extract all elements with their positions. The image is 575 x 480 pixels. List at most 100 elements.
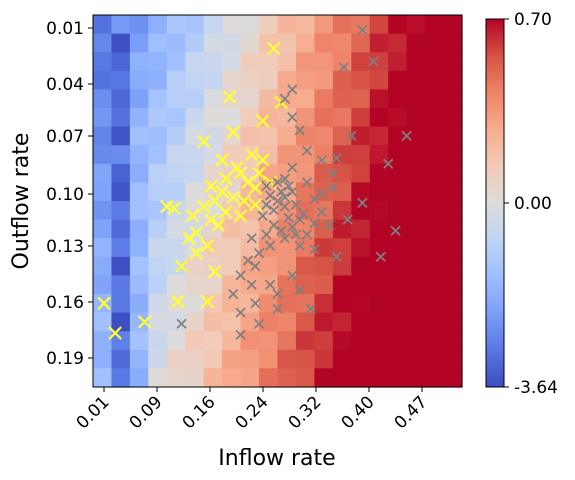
scatter-point-yellow: [97, 296, 111, 311]
heatmap-cell: [295, 15, 315, 35]
heatmap-cell: [388, 52, 408, 72]
heatmap-cell: [332, 33, 352, 53]
heatmap-cell: [406, 89, 426, 109]
x-axis: 0.01 0.09 0.16 0.24 0.32 0.40 0.47: [73, 387, 432, 433]
heatmap-cell: [240, 238, 260, 258]
heatmap-cell: [443, 201, 463, 221]
heatmap-cell: [148, 15, 168, 35]
heatmap-cell: [314, 33, 334, 53]
scatter-point-gray: [294, 285, 305, 296]
heatmap-cell: [222, 145, 242, 165]
heatmap-cell: [203, 368, 223, 388]
heatmap-cell: [185, 52, 205, 72]
heatmap-cell: [351, 312, 371, 332]
heatmap-cell: [406, 275, 426, 295]
heatmap-cell: [332, 349, 352, 369]
heatmap-cell: [222, 238, 242, 258]
heatmap-cell: [93, 275, 113, 295]
heatmap-cell: [388, 275, 408, 295]
heatmap-cell: [166, 182, 186, 202]
scatter-point-gray: [253, 318, 265, 329]
heatmap-cell: [111, 33, 131, 53]
heatmap-cell: [332, 52, 352, 72]
heatmap-cell: [148, 312, 168, 332]
heatmap-cell: [93, 331, 113, 351]
heatmap-cell: [369, 108, 389, 128]
heatmap-cell: [93, 15, 113, 35]
scatter-point-gray: [242, 255, 254, 266]
heatmap-cell: [314, 275, 334, 295]
scatter-point-gray: [294, 240, 305, 251]
heatmap-cell: [425, 349, 445, 369]
x-tick-label: 0.16: [179, 392, 220, 433]
heatmap-cell: [425, 33, 445, 53]
heatmap-cell: [314, 52, 334, 72]
heatmap-cell: [351, 108, 371, 128]
heatmap-cell: [314, 331, 334, 351]
heatmap-cell: [369, 70, 389, 90]
heatmap-cell: [166, 275, 186, 295]
scatter-point-gray: [272, 288, 283, 300]
scatter-point-gray: [327, 182, 338, 194]
heatmap-cell: [406, 15, 426, 35]
scatter-point-gray: [279, 93, 291, 104]
heatmap-cell: [240, 126, 260, 146]
y-tick-label: 0.10: [46, 185, 84, 205]
scatter-point-yellow: [248, 197, 263, 212]
scatter-point-yellow: [182, 231, 196, 245]
heatmap-cell: [277, 126, 297, 146]
heatmap-cell: [332, 108, 352, 128]
scatter-point-gray: [331, 251, 342, 262]
heatmap-cell: [443, 163, 463, 183]
heatmap-cell: [203, 52, 223, 72]
heatmap-cell: [148, 331, 168, 351]
heatmap-cell: [332, 182, 352, 202]
heatmap-cell: [443, 89, 463, 109]
heatmap-cell: [332, 163, 352, 183]
scatter-point-yellow: [189, 246, 204, 260]
heatmap-cell: [351, 294, 371, 314]
heatmap-cell: [332, 219, 352, 239]
scatter-point-gray: [283, 180, 294, 192]
heatmap-cell: [129, 15, 149, 35]
scatter-point-gray: [342, 214, 353, 225]
scatter-point-yellow: [226, 190, 240, 205]
heatmap-cell: [369, 52, 389, 72]
heatmap-cell: [166, 256, 186, 276]
scatter-point-yellow: [196, 199, 211, 214]
heatmap-cell: [93, 163, 113, 183]
heatmap-cell: [148, 52, 168, 72]
scatter-point-gray: [331, 153, 342, 164]
heatmap-cell: [443, 368, 463, 388]
scatter-point-gray: [279, 201, 291, 212]
heatmap-cell: [369, 182, 389, 202]
heatmap-cell: [332, 201, 352, 221]
heatmap-cell: [185, 256, 205, 276]
heatmap-cell: [314, 368, 334, 388]
scatter-point-gray: [272, 303, 283, 315]
scatter-point-gray: [346, 130, 357, 142]
heatmap-cell: [388, 89, 408, 109]
heatmap-cell: [240, 331, 260, 351]
scatter-point-gray: [246, 279, 257, 290]
heatmap-cell: [388, 312, 408, 332]
heatmap-cell: [111, 108, 131, 128]
scatter-point-yellow: [200, 238, 215, 253]
heatmap-cell: [295, 256, 315, 276]
heatmap-cell: [314, 126, 334, 146]
scatter-point-gray: [401, 130, 412, 142]
x-tick-label: 0.40: [338, 392, 379, 433]
scatter-point-yellow: [196, 134, 211, 149]
heatmap-cell: [406, 145, 426, 165]
scatter-point-yellow: [241, 175, 255, 190]
heatmap-cell: [388, 238, 408, 258]
scatter-point-yellow: [185, 209, 200, 223]
heatmap-cell: [185, 70, 205, 90]
scatter-point-yellow: [219, 171, 233, 186]
heatmap-cell: [295, 219, 315, 239]
heatmap-cell: [369, 294, 389, 314]
heatmap-cell: [277, 33, 297, 53]
scatter-point-gray: [250, 298, 261, 309]
heatmap-cell: [240, 349, 260, 369]
scatter-point-yellow: [244, 147, 259, 162]
